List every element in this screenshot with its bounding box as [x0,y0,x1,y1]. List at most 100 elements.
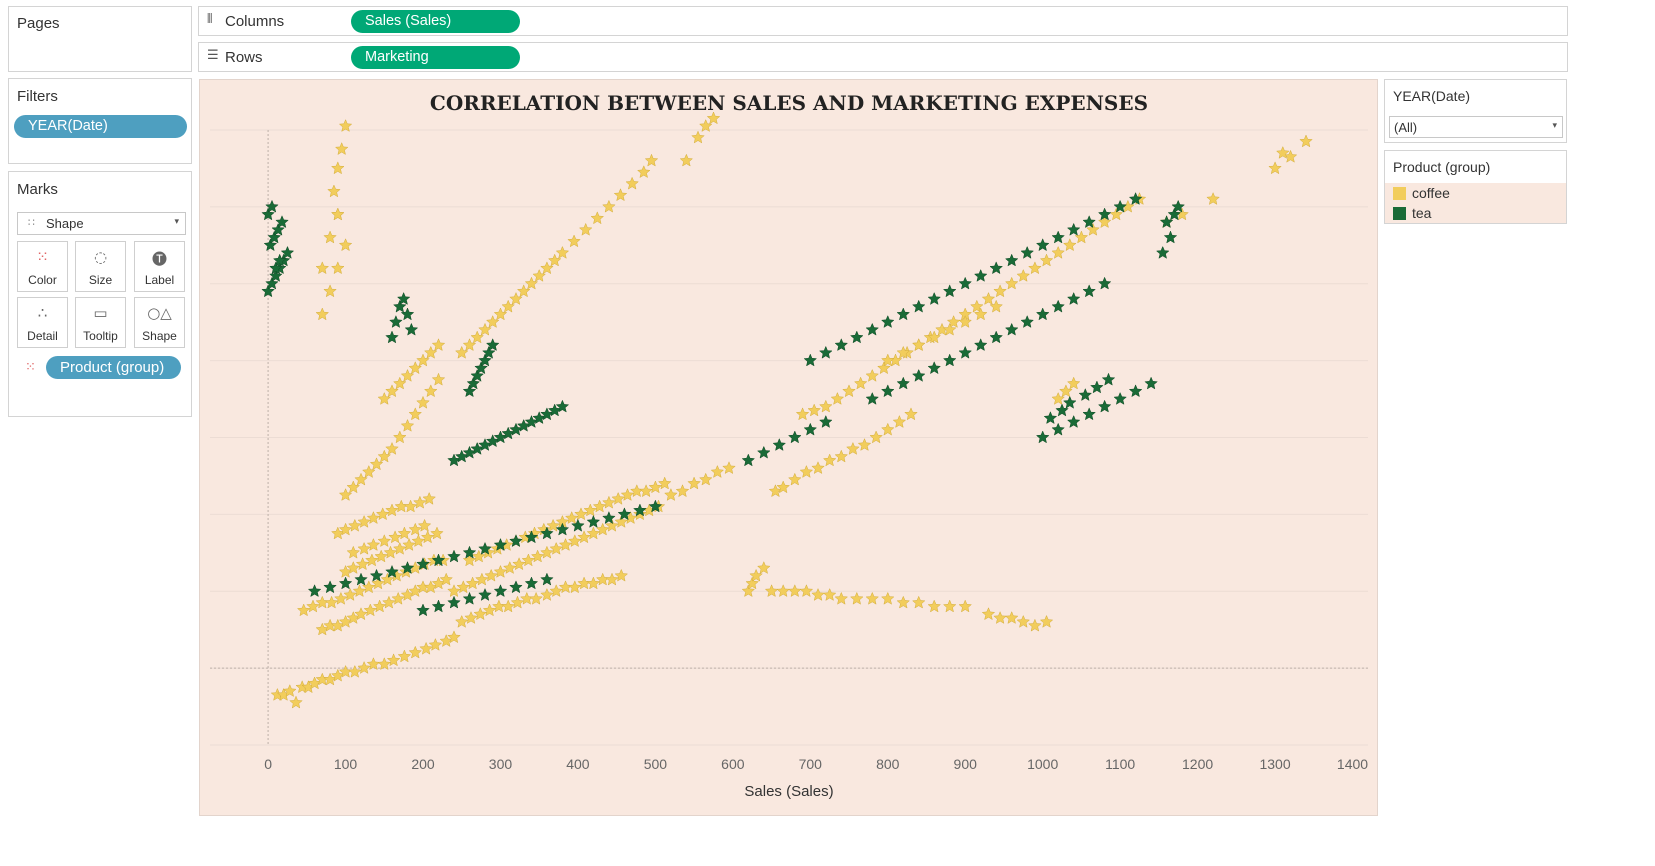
tea-point[interactable] [267,230,282,244]
tea-point[interactable] [404,322,419,336]
coffee-point[interactable] [386,653,401,667]
coffee-point[interactable] [614,514,629,528]
coffee-point[interactable] [834,449,849,463]
chevron-down-icon[interactable]: ▾ [174,217,179,227]
coffee-point[interactable] [439,572,454,586]
coffee-point[interactable] [323,284,337,298]
tea-point[interactable] [462,591,477,605]
coffee-point[interactable] [509,291,523,305]
coffee-point[interactable] [629,484,644,498]
tea-point[interactable] [1035,238,1050,252]
tea-point[interactable] [1082,215,1096,229]
tea-point[interactable] [1101,372,1116,386]
tea-point[interactable] [275,215,289,229]
tea-point[interactable] [741,453,756,467]
coffee-point[interactable] [532,268,547,282]
coffee-point[interactable] [1051,391,1065,405]
tea-point[interactable] [1066,414,1081,428]
coffee-point[interactable] [776,480,791,494]
coffee-point[interactable] [605,572,619,586]
coffee-point[interactable] [602,199,616,213]
coffee-point[interactable] [473,607,488,621]
tea-point[interactable] [1082,407,1096,421]
tea-point[interactable] [1051,230,1065,244]
coffee-point[interactable] [430,526,444,540]
tooltip-button[interactable]: ▭ Tooltip [75,297,126,348]
coffee-point[interactable] [1039,614,1054,628]
coffee-point[interactable] [567,580,582,594]
coffee-point[interactable] [1109,207,1124,221]
coffee-point[interactable] [363,603,378,617]
coffee-point[interactable] [382,595,396,609]
coffee-point[interactable] [549,584,564,598]
coffee-point[interactable] [710,464,725,478]
tea-point[interactable] [896,307,911,321]
coffee-point[interactable] [558,537,573,551]
coffee-point[interactable] [625,176,639,190]
coffee-point[interactable] [567,234,581,248]
tea-point[interactable] [1043,411,1058,425]
coffee-point[interactable] [346,545,361,559]
coffee-point[interactable] [403,499,418,513]
tea-point[interactable] [942,353,957,367]
coffee-point[interactable] [1004,611,1019,624]
tea-point[interactable] [1163,230,1178,244]
tea-point[interactable] [617,507,632,521]
coffee-point[interactable] [383,545,398,559]
coffee-point[interactable] [431,338,446,352]
tea-point[interactable] [1020,245,1035,259]
tea-point[interactable] [540,572,554,586]
coffee-point[interactable] [456,580,471,594]
tea-point[interactable] [1097,399,1112,413]
coffee-point[interactable] [375,507,390,521]
coffee-point[interactable] [374,549,389,563]
tea-point[interactable] [431,553,446,567]
coffee-point[interactable] [447,584,461,598]
coffee-point[interactable] [722,461,736,475]
coffee-point[interactable] [842,384,856,398]
coffee-point[interactable] [388,530,402,544]
tea-point[interactable] [462,384,477,398]
coffee-point[interactable] [1028,618,1042,632]
coffee-point[interactable] [865,591,880,605]
marketing-pill[interactable]: Marketing [351,46,520,69]
legend-item-coffee[interactable]: coffee [1393,185,1450,201]
coffee-point[interactable] [355,557,370,571]
coffee-point[interactable] [567,534,582,548]
sales-pill[interactable]: Sales (Sales) [351,10,520,33]
coffee-point[interactable] [377,391,392,405]
coffee-point[interactable] [1016,268,1031,282]
coffee-point[interactable] [1275,145,1290,159]
tea-point[interactable] [803,422,818,436]
coffee-point[interactable] [519,591,534,605]
coffee-point[interactable] [605,518,619,532]
coffee-point[interactable] [911,338,926,352]
tea-point[interactable] [772,438,787,451]
coffee-point[interactable] [343,587,358,601]
coffee-point[interactable] [577,530,591,544]
coffee-point[interactable] [555,245,570,259]
coffee-point[interactable] [613,188,628,202]
coffee-point[interactable] [846,441,860,455]
coffee-point[interactable] [348,518,362,532]
coffee-point[interactable] [877,361,891,375]
coffee-point[interactable] [795,407,810,421]
coffee-point[interactable] [524,276,539,290]
mark-type-dropdown[interactable]: ∷ Shape ▾ [17,212,186,235]
coffee-point[interactable] [981,291,996,305]
coffee-point[interactable] [822,587,837,601]
coffee-point[interactable] [306,599,320,613]
tea-point[interactable] [416,557,430,571]
tea-point[interactable] [555,522,570,536]
coffee-point[interactable] [818,399,833,413]
coffee-point[interactable] [547,253,562,267]
coffee-point[interactable] [324,595,339,609]
coffee-point[interactable] [361,580,376,594]
coffee-point[interactable] [853,376,868,390]
coffee-point[interactable] [470,330,485,344]
coffee-point[interactable] [493,307,508,321]
tea-point[interactable] [1082,284,1096,298]
chevron-down-icon[interactable]: ▾ [1552,121,1557,131]
coffee-point[interactable] [811,587,825,601]
tea-point[interactable] [478,587,492,601]
